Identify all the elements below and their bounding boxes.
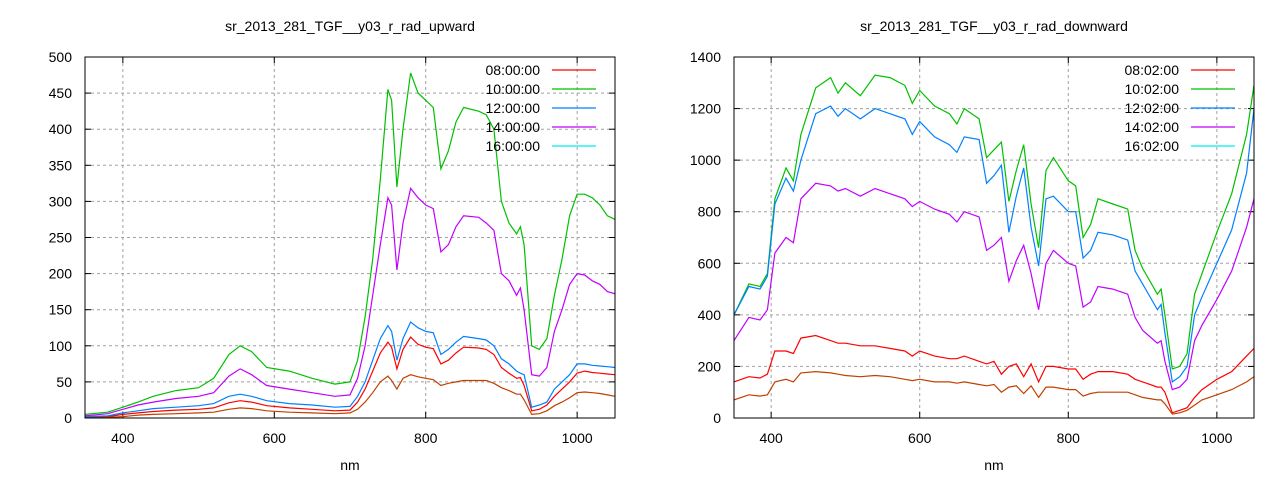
legend-label: 14:02:00 (1125, 119, 1180, 135)
y-tick-label: 1200 (690, 101, 721, 117)
y-tick-label: 200 (698, 358, 722, 374)
y-tick-label: 500 (49, 49, 73, 65)
y-tick-label: 600 (698, 255, 722, 271)
x-axis-label: nm (984, 457, 1003, 473)
series-line-10-02-00 (734, 74, 1254, 370)
series-line-16-02-00 (734, 370, 1254, 415)
y-tick-label: 0 (713, 410, 721, 426)
y-tick-label: 350 (49, 157, 73, 173)
x-tick-label: 600 (263, 430, 287, 446)
x-tick-label: 400 (111, 430, 135, 446)
legend-label: 08:02:00 (1125, 62, 1180, 78)
series-line-12-02-00 (734, 105, 1254, 383)
series-line-16-00-00 (85, 374, 615, 418)
legend-label: 14:00:00 (486, 119, 541, 135)
y-tick-label: 400 (49, 121, 73, 137)
y-tick-label: 0 (64, 410, 72, 426)
x-tick-label: 1000 (562, 430, 593, 446)
x-tick-label: 800 (1057, 430, 1081, 446)
y-tick-label: 450 (49, 85, 73, 101)
y-tick-label: 250 (49, 230, 73, 246)
legend-label: 16:02:00 (1125, 138, 1180, 154)
series-line-14-00-00 (85, 187, 615, 417)
series-line-08-02-00 (734, 334, 1254, 414)
y-tick-label: 300 (49, 193, 73, 209)
y-tick-label: 100 (49, 338, 73, 354)
legend: 08:00:00 10:00:00 12:00:00 14:00:00 16:00:00 (486, 62, 596, 154)
x-tick-label: 1000 (1201, 430, 1232, 446)
series-line-12-00-00 (85, 321, 615, 418)
legend-label: 12:02:00 (1125, 100, 1180, 116)
x-axis-label: nm (340, 457, 359, 473)
legend: 08:02:00 10:02:00 12:02:00 14:02:00 16:02:00 (1125, 62, 1235, 154)
x-tick-label: 600 (908, 430, 932, 446)
y-tick-label: 150 (49, 302, 73, 318)
legend-label: 10:00:00 (486, 81, 541, 97)
y-tick-label: 1400 (690, 49, 721, 65)
series-line-10-00-00 (85, 72, 615, 415)
y-tick-label: 400 (698, 307, 722, 323)
x-tick-label: 800 (414, 430, 438, 446)
legend-label: 12:00:00 (486, 100, 541, 116)
y-tick-label: 800 (698, 204, 722, 220)
chart-title: sr_2013_281_TGF__y03_r_rad_downward (860, 18, 1128, 34)
y-tick-label: 200 (49, 266, 73, 282)
legend-label: 08:00:00 (486, 62, 541, 78)
plot-downward: sr_2013_281_TGF__y03_r_rad_downward 0 200 4… (690, 18, 1255, 473)
y-tick-label: 50 (56, 374, 72, 390)
plot-upward: sr_2013_281_TGF__y03_r_rad_upward 0 50 100 1… (49, 18, 616, 473)
legend-label: 16:00:00 (486, 138, 541, 154)
chart-title: sr_2013_281_TGF__y03_r_rad_upward (225, 18, 475, 34)
y-tick-label: 1000 (690, 152, 721, 168)
series-line-08-00-00 (85, 336, 615, 418)
legend-label: 10:02:00 (1125, 81, 1180, 97)
plot-frame (733, 56, 1255, 419)
x-tick-label: 400 (759, 430, 783, 446)
series-line-14-02-00 (734, 182, 1254, 391)
plot-frame (84, 56, 616, 419)
